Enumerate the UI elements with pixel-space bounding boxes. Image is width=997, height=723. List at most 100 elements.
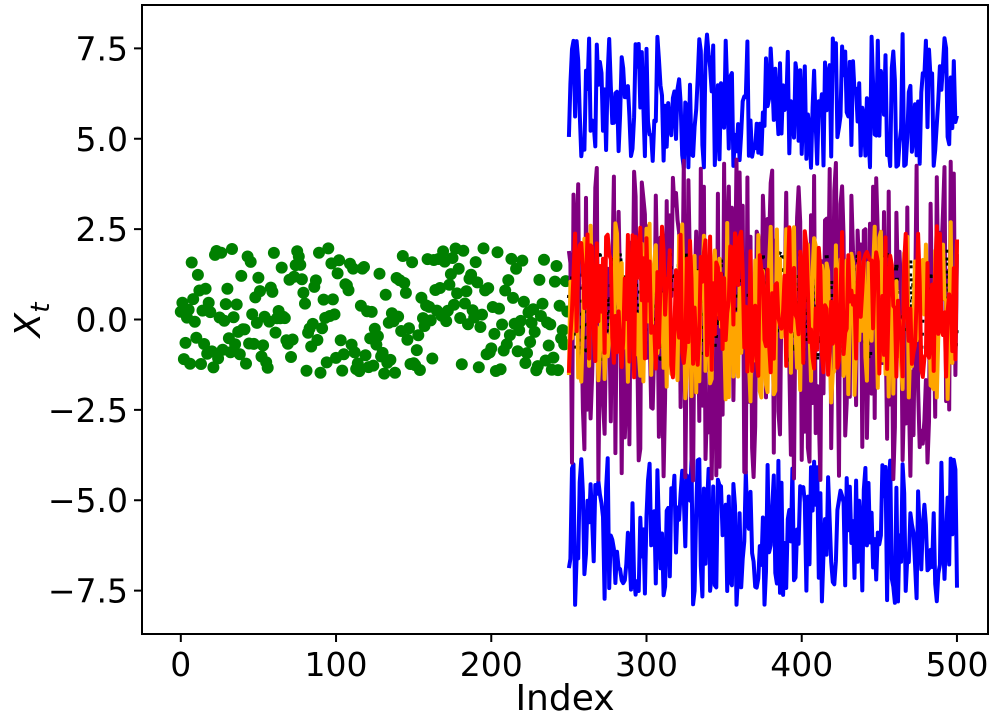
observed-point <box>524 336 537 348</box>
observed-point <box>320 356 333 369</box>
observed-point <box>474 321 487 333</box>
observed-point <box>179 336 192 349</box>
observed-point <box>493 302 505 315</box>
x-tick-label: 400 <box>770 645 833 684</box>
observed-point <box>494 363 507 376</box>
observed-point <box>517 295 530 308</box>
observed-point <box>513 324 526 337</box>
observed-point <box>328 308 341 321</box>
observed-point <box>218 314 231 327</box>
observed-point <box>233 348 246 361</box>
y-tick-label: 7.5 <box>76 29 128 68</box>
observed-point <box>527 303 540 316</box>
observed-point <box>317 293 330 306</box>
y-axis-label-subscript: t <box>26 302 56 313</box>
observed-point <box>471 276 484 289</box>
observed-point <box>413 364 426 376</box>
observed-point <box>373 267 386 280</box>
observed-point <box>476 308 488 321</box>
observed-point <box>516 254 529 267</box>
observed-point <box>244 255 257 268</box>
observed-point <box>278 312 291 325</box>
observed-point <box>499 284 512 297</box>
y-tick-label: −2.5 <box>48 391 128 430</box>
observed-point <box>410 344 423 357</box>
x-tick-label: 100 <box>305 645 368 684</box>
observed-point <box>316 322 329 335</box>
observed-point <box>207 361 220 374</box>
observed-point <box>238 323 251 336</box>
plot-content <box>174 32 959 607</box>
observed-point <box>235 269 248 282</box>
y-axis-label: Xt <box>8 302 56 340</box>
observed-point <box>412 329 425 342</box>
observed-point <box>314 366 327 379</box>
observed-point <box>398 277 411 289</box>
observed-point <box>348 346 361 359</box>
observed-point <box>437 245 450 258</box>
observed-point <box>378 367 391 380</box>
observed-point <box>496 318 509 331</box>
y-tick-label: 5.0 <box>76 120 128 159</box>
observed-point <box>371 330 384 343</box>
observed-point <box>240 357 252 370</box>
observed-point <box>406 256 419 269</box>
y-tick-label: −5.0 <box>48 481 128 520</box>
forecast-series-1 <box>566 32 959 170</box>
observed-point <box>511 345 524 358</box>
observed-point <box>521 347 533 360</box>
observed-point <box>347 262 360 275</box>
observed-point <box>455 358 468 371</box>
observed-point <box>285 351 297 363</box>
observed-point <box>313 246 325 259</box>
observed-point <box>548 275 561 288</box>
observed-point <box>365 305 378 318</box>
observed-point <box>514 314 527 327</box>
observed-point <box>507 291 519 304</box>
observed-point <box>392 310 405 323</box>
observed-point <box>353 365 366 378</box>
observed-point <box>267 246 280 259</box>
observed-point <box>187 293 200 306</box>
forecast-series-2 <box>566 456 959 607</box>
observed-point <box>188 315 201 328</box>
observed-point <box>538 253 550 266</box>
observed-point <box>528 325 541 338</box>
observed-point <box>440 315 453 328</box>
forecast-series-6 <box>566 224 959 380</box>
observed-point <box>379 288 392 301</box>
observed-point <box>533 273 546 286</box>
observed-point <box>336 364 349 377</box>
observed-point <box>448 298 460 311</box>
observed-point <box>311 334 324 346</box>
observed-point <box>424 314 437 327</box>
observed-point <box>286 333 299 346</box>
observed-point <box>359 349 372 362</box>
observed-point <box>556 324 569 337</box>
observed-point <box>334 334 347 347</box>
observed-point <box>399 286 412 299</box>
observed-point <box>403 322 415 335</box>
observed-point <box>446 252 459 264</box>
observed-point <box>229 338 242 351</box>
observed-point <box>552 364 564 377</box>
observed-point <box>252 271 265 284</box>
observed-point <box>227 311 240 324</box>
observed-point <box>297 286 310 299</box>
observed-point <box>185 256 198 269</box>
observed-point <box>199 282 212 295</box>
observed-point <box>525 316 538 329</box>
observed-point <box>269 326 282 339</box>
observed-point <box>477 242 490 255</box>
observed-point <box>500 338 513 351</box>
observed-point <box>472 361 485 374</box>
x-tick-label: 500 <box>925 645 988 684</box>
observed-point <box>247 337 260 350</box>
observed-point <box>482 282 495 295</box>
observed-point <box>558 338 571 351</box>
observed-point <box>401 333 414 346</box>
observed-point <box>295 273 308 286</box>
observed-point <box>519 357 532 369</box>
observed-point <box>294 258 307 271</box>
observed-point <box>257 339 270 352</box>
